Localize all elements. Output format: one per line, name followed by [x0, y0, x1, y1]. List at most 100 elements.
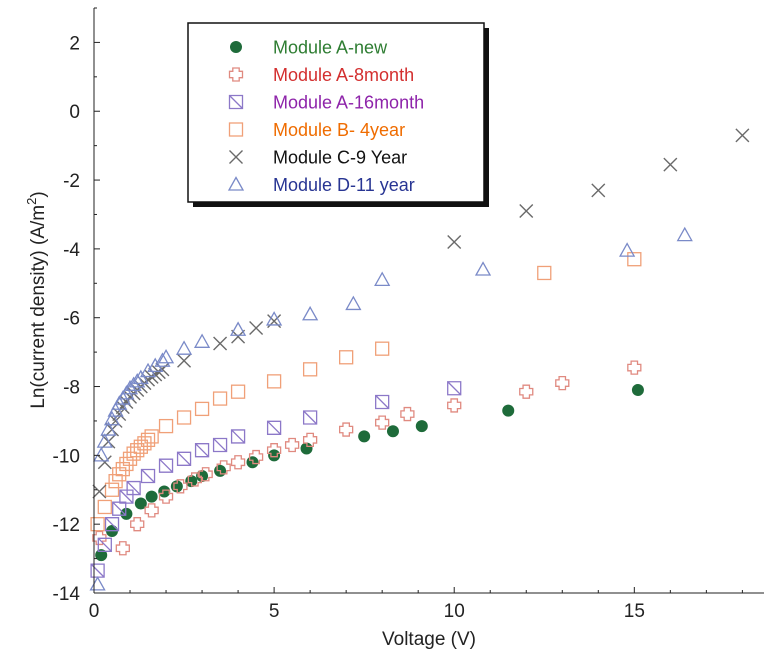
legend-item-module-a-new: Module A-new	[230, 38, 388, 58]
data-point	[631, 383, 644, 396]
data-point	[212, 391, 228, 406]
data-point	[591, 183, 606, 198]
data-point	[230, 455, 246, 470]
data-point	[213, 336, 228, 351]
data-point	[176, 451, 192, 466]
data-point	[339, 350, 354, 365]
data-point	[519, 384, 534, 399]
data-point	[374, 271, 391, 287]
data-point	[193, 333, 211, 348]
y-tick-label: 2	[69, 33, 80, 54]
data-point	[194, 401, 210, 417]
data-point	[386, 425, 399, 438]
data-point	[100, 421, 117, 436]
legend-marker	[228, 122, 244, 137]
data-point	[302, 410, 318, 425]
data-point	[129, 373, 146, 388]
data-point	[345, 295, 362, 311]
data-point	[95, 549, 108, 562]
data-point	[230, 429, 246, 444]
y-tick-label: 0	[69, 102, 80, 123]
data-point	[104, 517, 120, 532]
legend: Module A-new Module A-8month Module A-16mo…	[187, 22, 489, 207]
data-point	[119, 489, 134, 504]
data-point	[537, 265, 552, 281]
data-point	[144, 503, 159, 518]
data-point	[198, 467, 213, 482]
y-axis-title-main: Ln(current density) (A/m	[28, 205, 49, 409]
data-point	[447, 381, 462, 396]
data-point	[415, 420, 428, 433]
legend-label: Module C-9 Year	[273, 148, 407, 168]
data-point	[663, 157, 678, 172]
data-point	[139, 362, 157, 378]
data-point	[519, 204, 534, 219]
data-point	[97, 499, 112, 515]
legend-item-module-b-4year: Module B- 4year	[228, 120, 405, 140]
x-tick-label: 15	[624, 601, 645, 622]
data-point	[266, 443, 282, 458]
legend-item-module-c-9-year: Module C-9 Year	[229, 148, 407, 168]
data-point	[302, 362, 318, 377]
data-point	[268, 449, 281, 462]
data-point	[400, 406, 415, 422]
data-point	[97, 455, 112, 470]
data-point	[175, 340, 193, 355]
data-point	[158, 489, 174, 504]
data-point	[115, 461, 130, 477]
data-point	[194, 443, 210, 458]
data-point	[229, 321, 247, 336]
data-point	[358, 430, 371, 443]
series-module-a-16month	[90, 381, 462, 578]
data-point	[130, 517, 145, 532]
data-point	[92, 530, 107, 546]
y-axis-title-sup: 2	[24, 198, 39, 205]
data-point	[97, 537, 112, 552]
data-point	[302, 305, 319, 321]
data-point	[302, 432, 318, 448]
x-axis-title: Voltage (V)	[382, 629, 476, 650]
data-point	[120, 507, 133, 520]
legend-label: Module B- 4year	[273, 120, 405, 140]
data-point	[339, 422, 354, 437]
data-point	[627, 252, 642, 267]
legend-item-module-a-8month: Module A-8month	[228, 65, 414, 85]
y-tick-label: -10	[53, 446, 80, 467]
data-point	[90, 563, 105, 578]
y-tick-label: -8	[63, 378, 80, 399]
legend-label: Module A-16month	[273, 93, 424, 113]
data-point	[502, 404, 515, 417]
data-point	[103, 410, 121, 426]
legend-label: Module A-new	[273, 38, 388, 58]
data-point	[90, 517, 105, 532]
y-ticks: 2 0 -2 -4 -6 -8 -10 -12 -14	[53, 7, 100, 605]
data-point	[154, 352, 171, 367]
data-point	[266, 420, 282, 435]
data-point	[134, 497, 147, 510]
data-point	[144, 429, 159, 444]
data-point	[104, 482, 120, 497]
y-tick-label: -6	[63, 309, 80, 330]
legend-marker	[227, 176, 245, 191]
data-point	[177, 353, 192, 368]
data-point	[248, 449, 264, 465]
x-ticks: 0 5 10 15	[89, 587, 743, 622]
data-point	[619, 242, 636, 257]
data-point	[266, 374, 282, 389]
legend-item-module-a-16month: Module A-16month	[228, 93, 424, 113]
x-tick-label: 5	[269, 601, 280, 622]
legend-label: Module D-11 year	[273, 175, 415, 195]
data-point	[122, 451, 138, 466]
legend-marker	[230, 41, 242, 53]
y-tick-label: -4	[63, 240, 80, 261]
data-point	[447, 398, 462, 413]
data-point	[300, 442, 313, 455]
data-point	[735, 128, 750, 143]
data-point	[176, 410, 192, 425]
legend-label: Module A-8month	[273, 65, 414, 85]
data-marks	[89, 128, 750, 591]
data-point	[126, 480, 141, 496]
data-point	[216, 460, 231, 475]
data-point	[173, 479, 188, 494]
data-point	[474, 261, 492, 276]
